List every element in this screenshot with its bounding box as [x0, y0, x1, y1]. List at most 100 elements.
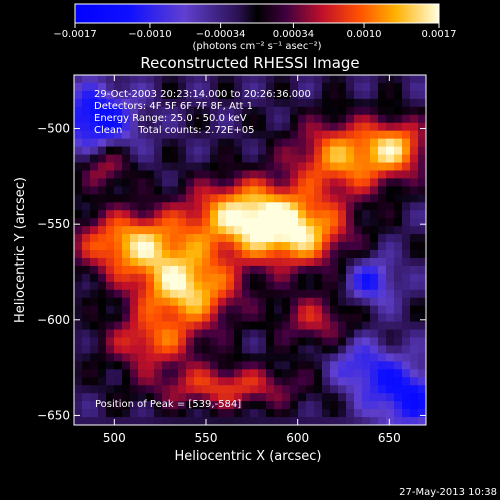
heatmap-cell — [90, 361, 99, 370]
heatmap-cell — [346, 266, 355, 275]
heatmap-cell — [354, 274, 363, 283]
heatmap-cell — [306, 282, 315, 291]
heatmap-cell — [90, 226, 99, 235]
heatmap-cell — [82, 210, 91, 219]
heatmap-cell — [346, 385, 355, 394]
heatmap-cell — [146, 330, 155, 339]
heatmap-cell — [122, 266, 131, 275]
heatmap-cell — [106, 186, 115, 195]
heatmap-cell — [186, 330, 195, 339]
heatmap-cell — [370, 234, 379, 243]
heatmap-cell — [362, 226, 371, 235]
heatmap-cell — [106, 202, 115, 211]
heatmap-cell — [378, 83, 387, 92]
heatmap-cell — [250, 250, 259, 259]
heatmap-cell — [250, 338, 259, 347]
heatmap-cell — [258, 107, 267, 116]
heatmap-cell — [122, 226, 131, 235]
heatmap-cell — [290, 409, 299, 418]
heatmap-cell — [394, 234, 403, 243]
heatmap-cell — [282, 274, 291, 283]
heatmap-cell — [138, 314, 147, 323]
heatmap-cell — [266, 345, 275, 354]
heatmap-cell — [378, 322, 387, 331]
heatmap-cell — [226, 306, 235, 315]
heatmap-cell — [90, 274, 99, 283]
heatmap-cell — [282, 385, 291, 394]
heatmap-cell — [178, 417, 187, 426]
heatmap-cell — [154, 163, 163, 172]
heatmap-cell — [106, 163, 115, 172]
heatmap-cell — [234, 218, 243, 227]
heatmap-cell — [130, 234, 139, 243]
heatmap-cell — [394, 186, 403, 195]
heatmap-cell — [418, 274, 427, 283]
heatmap-cell — [354, 170, 363, 179]
heatmap-cell — [330, 115, 339, 124]
heatmap-cell — [298, 194, 307, 203]
heatmap-cell — [338, 290, 347, 299]
heatmap-cell — [154, 274, 163, 283]
heatmap-cell — [138, 377, 147, 386]
heatmap-cell — [378, 186, 387, 195]
heatmap-cell — [146, 258, 155, 267]
heatmap-cell — [226, 314, 235, 323]
heatmap-cell — [186, 163, 195, 172]
heatmap-cell — [82, 417, 91, 426]
heatmap-cell — [258, 242, 267, 251]
heatmap-cell — [314, 139, 323, 148]
heatmap-cell — [162, 250, 171, 259]
heatmap-cell — [394, 178, 403, 187]
heatmap-cell — [90, 170, 99, 179]
heatmap-cell — [370, 393, 379, 402]
heatmap-cell — [314, 290, 323, 299]
heatmap-cell — [338, 266, 347, 275]
heatmap-cell — [354, 266, 363, 275]
heatmap-cell — [242, 417, 251, 426]
heatmap-cell — [74, 83, 83, 92]
heatmap-cell — [386, 290, 395, 299]
heatmap-cell — [322, 282, 331, 291]
heatmap-cell — [74, 306, 83, 315]
heatmap-cell — [266, 218, 275, 227]
heatmap-cell — [314, 186, 323, 195]
heatmap-cell — [250, 330, 259, 339]
heatmap-cell — [290, 170, 299, 179]
heatmap-cell — [122, 322, 131, 331]
heatmap-cell — [394, 107, 403, 116]
heatmap-cell — [370, 155, 379, 164]
heatmap-cell — [346, 393, 355, 402]
heatmap-cell — [402, 274, 411, 283]
heatmap-cell — [154, 417, 163, 426]
heatmap-cell — [258, 298, 267, 307]
heatmap-cell — [106, 155, 115, 164]
heatmap-cell — [362, 282, 371, 291]
heatmap-cell — [338, 186, 347, 195]
heatmap-cell — [290, 314, 299, 323]
heatmap-cell — [146, 266, 155, 275]
heatmap-cell — [82, 99, 91, 108]
heatmap-cell — [306, 377, 315, 386]
heatmap-cell — [74, 91, 83, 100]
heatmap-cell — [378, 314, 387, 323]
heatmap-cell — [386, 298, 395, 307]
heatmap-cell — [394, 377, 403, 386]
heatmap-cell — [402, 91, 411, 100]
heatmap-cell — [362, 99, 371, 108]
heatmap-cell — [314, 274, 323, 283]
heatmap-cell — [194, 194, 203, 203]
heatmap-cell — [234, 417, 243, 426]
heatmap-cell — [266, 385, 275, 394]
heatmap-cell — [418, 250, 427, 259]
heatmap-cell — [250, 345, 259, 354]
heatmap-cell — [354, 115, 363, 124]
heatmap-cell — [146, 234, 155, 243]
heatmap-cell — [170, 194, 179, 203]
heatmap-cell — [146, 409, 155, 418]
heatmap-cell — [178, 290, 187, 299]
heatmap-cell — [162, 353, 171, 362]
heatmap-cell — [274, 338, 283, 347]
heatmap-cell — [322, 75, 331, 84]
heatmap-cell — [106, 385, 115, 394]
heatmap-cell — [266, 75, 275, 84]
